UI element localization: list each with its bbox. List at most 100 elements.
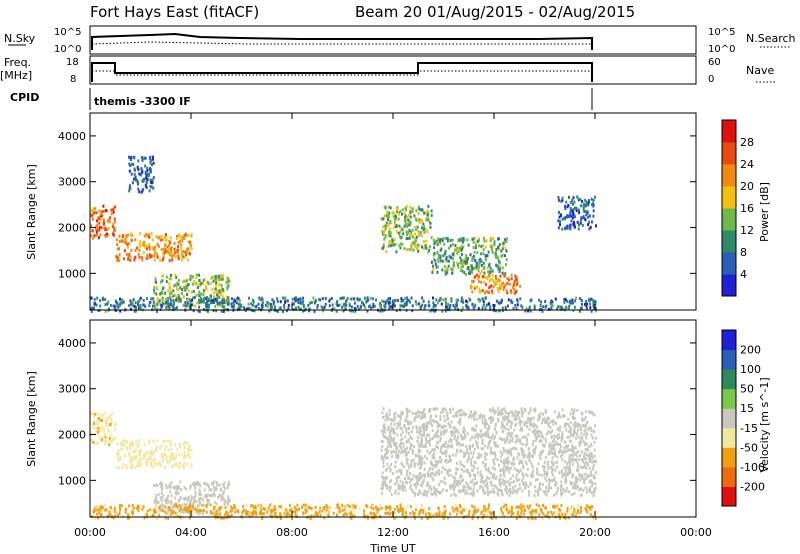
echo-cell (581, 473, 584, 477)
echo-cell (268, 503, 271, 507)
echo-cell (435, 487, 438, 491)
echo-cell (429, 225, 432, 229)
echo-cell (492, 237, 495, 241)
echo-cell (452, 426, 455, 430)
echo-cell (584, 204, 587, 208)
echo-cell (514, 434, 517, 438)
echo-cell (493, 412, 496, 416)
echo-cell (500, 489, 503, 493)
echo-cell (527, 416, 530, 420)
echo-cell (515, 289, 518, 293)
echo-cell (384, 448, 387, 452)
echo-cell (483, 491, 486, 495)
echo-cell (411, 477, 414, 481)
echo-cell (545, 473, 548, 477)
echo-cell (573, 410, 576, 414)
echo-cell (388, 480, 391, 484)
echo-cell (182, 466, 185, 470)
echo-cell (486, 433, 489, 437)
echo-cell (137, 182, 139, 186)
echo-cell (141, 158, 144, 162)
echo-cell (476, 273, 478, 277)
echo-cell (104, 421, 107, 425)
echo-cell (571, 462, 574, 466)
echo-cell (561, 433, 564, 436)
echo-cell (476, 441, 479, 445)
echo-cell (452, 261, 455, 264)
echo-cell (590, 473, 592, 477)
echo-cell (165, 486, 168, 490)
echo-cell (495, 247, 498, 251)
echo-cell (338, 303, 341, 307)
echo-cell (192, 501, 195, 505)
echo-cell (421, 484, 424, 488)
echo-cell (319, 514, 322, 517)
echo-cell (469, 413, 472, 417)
echo-cell (555, 482, 558, 486)
echo-cell (462, 426, 465, 430)
echo-cell (559, 223, 561, 227)
echo-cell (169, 456, 172, 460)
echo-cell (128, 162, 131, 166)
echo-cell (215, 299, 218, 302)
echo-cell (574, 481, 577, 485)
echo-cell (388, 306, 391, 310)
echo-cell (161, 483, 164, 487)
echo-cell (485, 463, 487, 466)
echo-cell (514, 440, 517, 444)
echo-cell (224, 300, 227, 304)
echo-cell (138, 190, 141, 194)
echo-cell (503, 464, 506, 467)
echo-cell (382, 245, 385, 249)
echo-cell (464, 492, 467, 496)
echo-cell (179, 243, 182, 247)
echo-cell (569, 421, 572, 425)
echo-cell (464, 262, 467, 266)
echo-cell (389, 221, 392, 225)
echo-cell (250, 514, 253, 518)
echo-cell (543, 460, 546, 464)
echo-cell (397, 424, 400, 428)
echo-cell (426, 216, 429, 220)
echo-cell (131, 300, 134, 303)
echo-cell (505, 240, 508, 244)
echo-cell (176, 254, 178, 258)
echo-cell (148, 301, 151, 305)
echo-cell (454, 507, 457, 511)
echo-cell (145, 244, 148, 248)
echo-cell (514, 304, 517, 307)
echo-cell (563, 440, 566, 444)
echo-cell (151, 178, 154, 182)
echo-cell (130, 155, 133, 159)
echo-cell (491, 466, 494, 470)
echo-cell (408, 229, 411, 232)
echo-cell (574, 514, 577, 518)
echo-cell (390, 492, 393, 496)
echo-cell (572, 411, 574, 415)
echo-cell (343, 508, 346, 512)
echo-cell (426, 449, 429, 453)
echo-cell (211, 493, 214, 497)
echo-cell (550, 486, 552, 490)
echo-cell (474, 434, 477, 438)
echo-cell (390, 426, 393, 430)
echo-cell (114, 510, 117, 514)
echo-cell (525, 482, 528, 486)
echo-cell (430, 209, 433, 213)
echo-cell (426, 214, 429, 218)
echo-cell (451, 269, 454, 273)
echo-cell (395, 478, 398, 481)
echo-cell (348, 304, 351, 308)
echo-cell (219, 516, 222, 520)
echo-cell (344, 303, 347, 306)
echo-cell (418, 443, 421, 447)
echo-cell (486, 486, 489, 490)
echo-cell (568, 457, 571, 461)
echo-cell (400, 461, 403, 465)
echo-cell (550, 460, 553, 464)
echo-cell (385, 468, 387, 472)
echo-cell (148, 253, 151, 257)
echo-cell (569, 460, 572, 463)
echo-cell (92, 236, 94, 240)
echo-cell (221, 297, 224, 301)
